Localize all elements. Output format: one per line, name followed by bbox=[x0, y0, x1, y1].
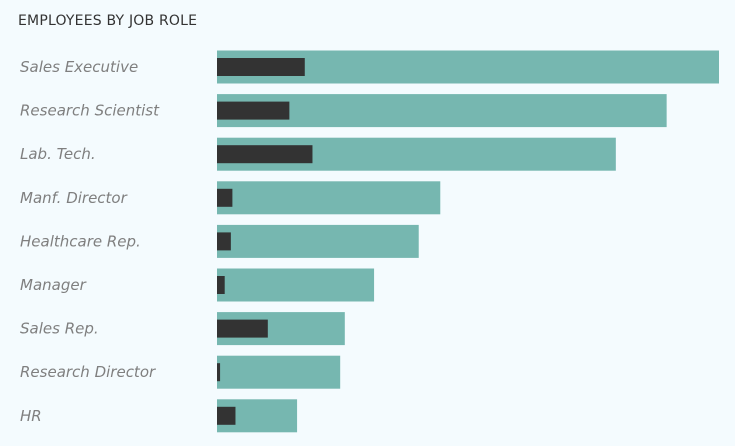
bar-total[interactable] bbox=[217, 268, 375, 302]
category-label: Sales Executive bbox=[20, 58, 138, 76]
bar-total[interactable] bbox=[217, 181, 441, 215]
bar-attrition[interactable] bbox=[217, 319, 268, 338]
bar-total[interactable] bbox=[217, 224, 419, 258]
bar-total[interactable] bbox=[217, 94, 667, 128]
bar-attrition[interactable] bbox=[217, 363, 221, 382]
bar-attrition[interactable] bbox=[217, 276, 225, 294]
bar-total[interactable] bbox=[217, 355, 341, 389]
category-label: Manager bbox=[20, 276, 87, 294]
category-label: Research Scientist bbox=[20, 102, 160, 120]
chart-title: EMPLOYEES BY JOB ROLE bbox=[18, 13, 198, 29]
category-label: HR bbox=[20, 407, 42, 425]
bar-attrition[interactable] bbox=[217, 58, 305, 76]
category-label: Manf. Director bbox=[20, 189, 128, 207]
category-labels: Sales Executive Research Scientist Lab. Te… bbox=[20, 58, 160, 425]
bar-attrition[interactable] bbox=[217, 406, 236, 425]
category-label: Healthcare Rep. bbox=[20, 232, 141, 250]
bars bbox=[217, 50, 719, 433]
category-label: Lab. Tech. bbox=[20, 145, 96, 163]
bar-attrition[interactable] bbox=[217, 232, 231, 251]
bar-attrition[interactable] bbox=[217, 145, 313, 164]
bar-attrition[interactable] bbox=[217, 101, 290, 120]
category-label: Sales Rep. bbox=[20, 320, 99, 338]
category-label: Research Director bbox=[20, 363, 156, 381]
bar-attrition[interactable] bbox=[217, 188, 233, 207]
